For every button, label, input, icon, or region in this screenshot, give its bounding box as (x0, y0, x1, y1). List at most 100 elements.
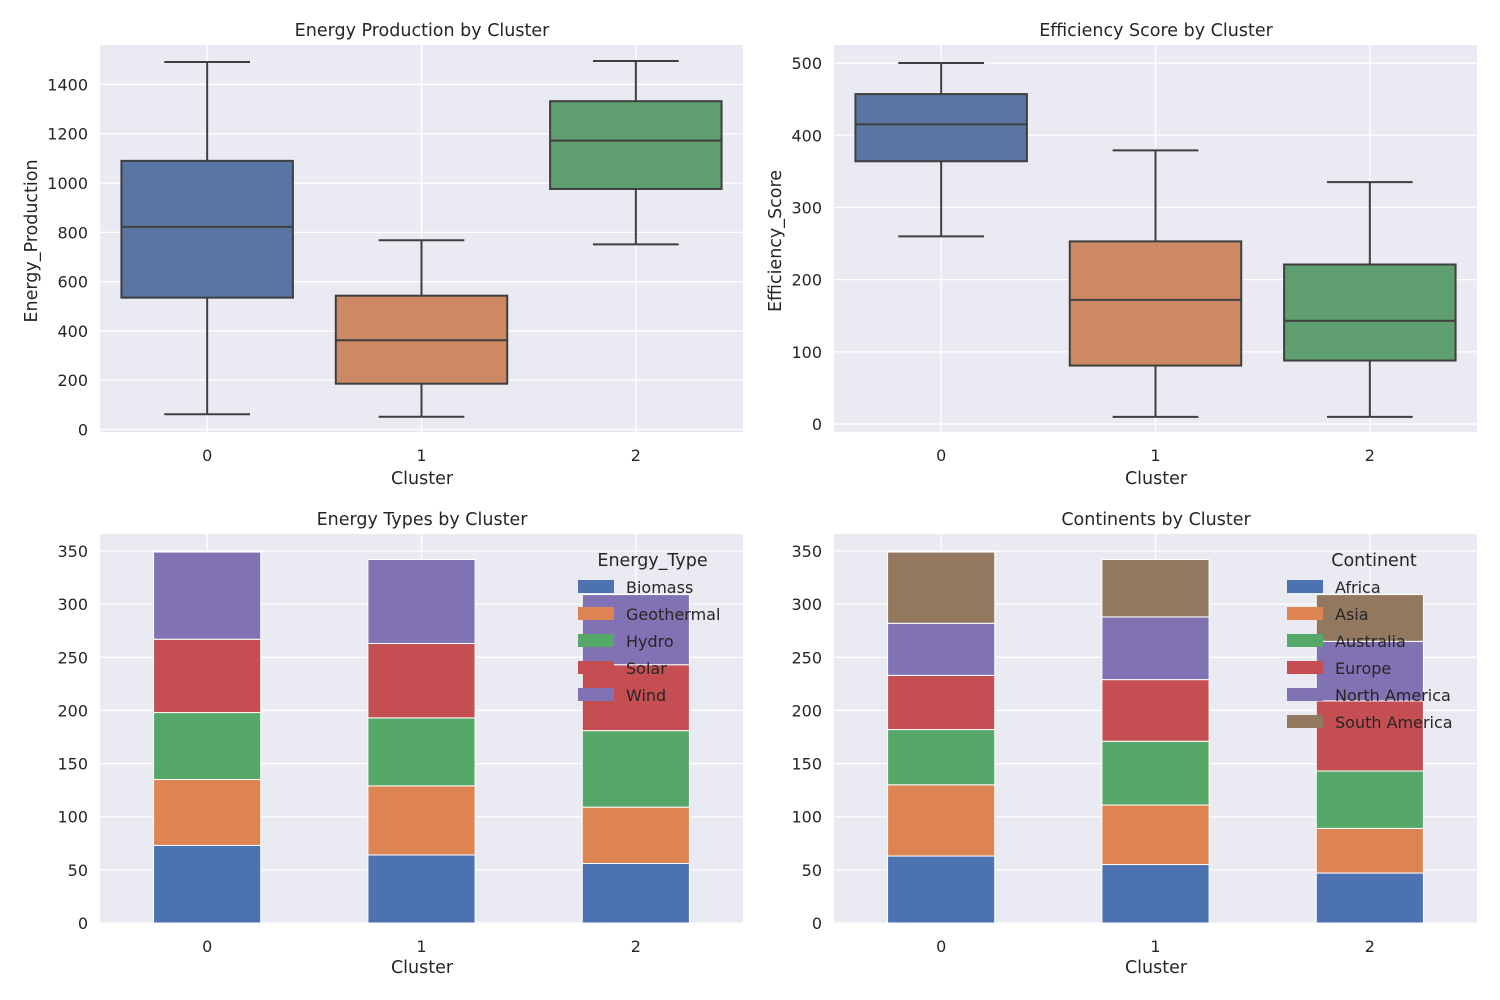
chart-title: Energy Production by Cluster (295, 21, 550, 41)
y-tick-label: 0 (78, 421, 88, 440)
chart-title: Continents by Cluster (1061, 510, 1251, 530)
energy-types-stacked-bar: Energy Types by Cluster Cluster 0 50 100 15… (57, 510, 743, 978)
bar-segment (367, 854, 476, 924)
bar-segment (1315, 770, 1424, 829)
series-australia (887, 729, 1424, 829)
continents-stacked-bar: Continents by Cluster Cluster 0 50 100 150 2… (791, 510, 1477, 978)
bar-segment (581, 730, 690, 808)
series-hydro (153, 712, 690, 808)
legend-swatch (1287, 688, 1323, 701)
legend-swatch (578, 634, 614, 647)
bar-segment (1101, 616, 1210, 681)
series-wind (153, 551, 690, 666)
x-tick-label: 1 (416, 446, 426, 465)
legend-swatch (578, 688, 614, 701)
box-1 (1068, 149, 1243, 418)
legend-label: North America (1335, 686, 1451, 705)
series-geothermal (153, 779, 690, 864)
y-tick-label: 100 (791, 343, 822, 362)
bar-segment (581, 862, 690, 924)
bar-segment (367, 785, 476, 856)
y-tick-label: 200 (791, 271, 822, 290)
bar-segment (887, 784, 996, 857)
legend-swatch (578, 607, 614, 620)
legend-swatch (1287, 634, 1323, 647)
box-2 (1283, 181, 1457, 418)
y-tick-label: 300 (791, 595, 822, 614)
bar-segment (887, 622, 996, 676)
y-tick-label: 250 (57, 648, 88, 667)
y-tick-label: 250 (791, 648, 822, 667)
energy-production-boxplot: Energy Production by Cluster Cluster Ene… (22, 21, 743, 489)
x-tick-label: 2 (1365, 446, 1375, 465)
legend-title: Continent (1331, 551, 1417, 571)
y-tick-label: 1000 (47, 174, 88, 193)
series-south-america (887, 551, 1424, 642)
y-tick-label: 0 (78, 914, 88, 933)
bar-segment (887, 551, 996, 624)
bar-segment (1315, 594, 1424, 642)
legend-label: Hydro (626, 632, 674, 651)
legend-swatch (578, 661, 614, 674)
y-tick-label: 50 (68, 861, 88, 880)
bar-segment (153, 779, 262, 846)
y-tick-label: 50 (802, 861, 822, 880)
box-0 (854, 62, 1028, 238)
x-tick-label: 2 (631, 937, 641, 956)
y-tick-label: 800 (57, 223, 88, 242)
bar-segment (153, 551, 262, 640)
bar-segment (1101, 740, 1210, 806)
efficiency-score-boxplot: Efficiency Score by Cluster Cluster Effi… (766, 21, 1477, 489)
y-axis-label: Energy_Production (22, 159, 42, 322)
y-tick-label: 0 (812, 415, 822, 434)
x-tick-label: 1 (1150, 446, 1160, 465)
y-tick-label: 600 (57, 273, 88, 292)
x-tick-label: 2 (1365, 937, 1375, 956)
bar-segment (1315, 827, 1424, 874)
legend-title: Energy_Type (597, 551, 707, 571)
bar-segment (581, 594, 690, 666)
legend-label: Biomass (626, 578, 693, 597)
y-tick-label: 100 (791, 808, 822, 827)
legend-label: Asia (1335, 605, 1369, 624)
legend-swatch (1287, 661, 1323, 674)
y-tick-label: 1400 (47, 75, 88, 94)
x-tick-label: 0 (936, 446, 946, 465)
legend-label: Europe (1335, 659, 1391, 678)
bar-segment (153, 844, 262, 924)
chart-title: Energy Types by Cluster (317, 510, 529, 530)
y-tick-label: 150 (791, 755, 822, 774)
bar-segment (367, 642, 476, 719)
y-tick-label: 400 (57, 322, 88, 341)
x-tick-label: 2 (631, 446, 641, 465)
y-tick-label: 300 (791, 198, 822, 217)
x-tick-label: 0 (936, 937, 946, 956)
x-axis-label: Cluster (391, 958, 454, 978)
x-axis-label: Cluster (391, 469, 454, 489)
bar-segment (153, 712, 262, 781)
chart-title: Efficiency Score by Cluster (1039, 21, 1273, 41)
y-tick-label: 350 (791, 542, 822, 561)
y-tick-label: 150 (57, 755, 88, 774)
y-tick-label: 300 (57, 595, 88, 614)
bar-segment (1101, 559, 1210, 618)
x-tick-label: 0 (202, 446, 212, 465)
legend-swatch (1287, 580, 1323, 593)
y-tick-label: 1200 (47, 125, 88, 144)
x-axis-label: Cluster (1125, 469, 1188, 489)
x-tick-label: 1 (1150, 937, 1160, 956)
box-iqr (1283, 263, 1457, 362)
legend-swatch (1287, 715, 1323, 728)
box-2 (549, 60, 723, 246)
y-tick-label: 350 (57, 542, 88, 561)
series-north-america (887, 616, 1424, 702)
box-iqr (854, 93, 1028, 163)
legend: Energy_Type Biomass Geothermal Hydro Solar Wi… (578, 551, 720, 705)
bar-segment (887, 729, 996, 786)
box-iqr (1068, 240, 1243, 367)
bar-segment (367, 717, 476, 787)
bar-segment (367, 559, 476, 644)
box-iqr (549, 100, 723, 190)
bar-segment (1101, 804, 1210, 866)
x-tick-label: 0 (202, 937, 212, 956)
